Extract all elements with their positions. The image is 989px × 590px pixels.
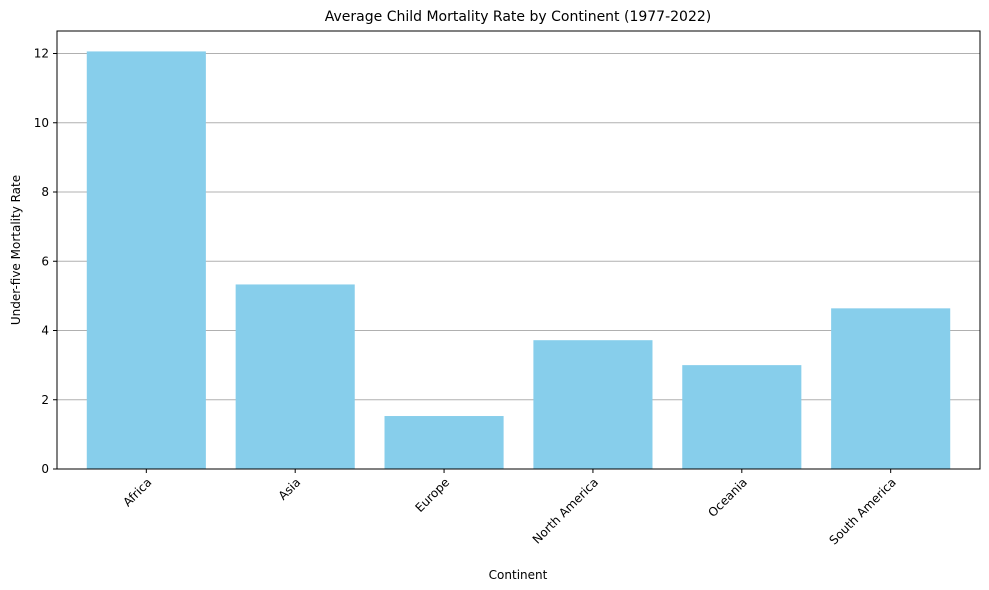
- bar-asia: [235, 284, 355, 469]
- bar-north-america: [533, 340, 653, 469]
- y-tick-label: 2: [41, 393, 49, 407]
- y-tick-label: 4: [41, 324, 49, 338]
- bar-africa: [86, 51, 206, 469]
- x-tick-label: North America: [530, 475, 601, 546]
- y-axis: 0 2 4 6 8 10 12: [34, 47, 57, 476]
- y-tick-label: 0: [41, 462, 49, 476]
- y-tick-label: 8: [41, 185, 49, 199]
- y-axis-label: Under-five Mortality Rate: [9, 175, 23, 325]
- x-tick-label: Oceania: [705, 475, 750, 520]
- x-tick-label: Africa: [120, 475, 154, 509]
- bars: [86, 51, 951, 469]
- bar-oceania: [682, 365, 802, 469]
- y-tick-label: 12: [34, 47, 49, 61]
- bar-europe: [384, 416, 504, 469]
- x-axis: Africa Asia Europe North America Oceania Sout…: [120, 469, 899, 547]
- gridlines: [57, 53, 980, 401]
- bar-south-america: [831, 308, 951, 469]
- x-tick-label: Asia: [276, 475, 304, 503]
- x-tick-label: Europe: [412, 475, 452, 515]
- x-tick-label: South America: [827, 475, 899, 547]
- y-tick-label: 10: [34, 116, 49, 130]
- plot-frame: [56, 30, 981, 470]
- x-axis-label: Continent: [489, 568, 548, 582]
- chart-title: Average Child Mortality Rate by Continen…: [325, 9, 711, 25]
- y-tick-label: 6: [41, 254, 49, 268]
